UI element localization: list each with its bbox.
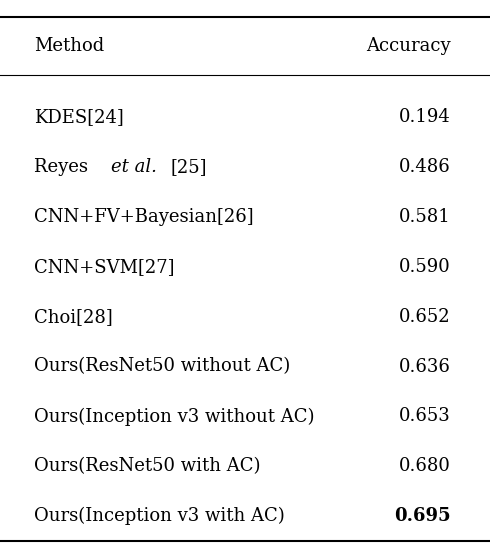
Text: et al.: et al. <box>111 158 157 176</box>
Text: 0.652: 0.652 <box>399 307 451 326</box>
Text: Method: Method <box>34 37 104 55</box>
Text: 0.590: 0.590 <box>399 258 451 276</box>
Text: 0.486: 0.486 <box>399 158 451 176</box>
Text: Reyes: Reyes <box>34 158 94 176</box>
Text: 0.653: 0.653 <box>399 407 451 426</box>
Text: Choi[28]: Choi[28] <box>34 307 113 326</box>
Text: Ours(Inception v3 with AC): Ours(Inception v3 with AC) <box>34 507 285 526</box>
Text: KDES[24]: KDES[24] <box>34 108 124 126</box>
Text: CNN+SVM[27]: CNN+SVM[27] <box>34 258 175 276</box>
Text: Ours(ResNet50 without AC): Ours(ResNet50 without AC) <box>34 358 291 376</box>
Text: 0.680: 0.680 <box>399 458 451 475</box>
Text: 0.695: 0.695 <box>394 507 451 525</box>
Text: CNN+FV+Bayesian[26]: CNN+FV+Bayesian[26] <box>34 208 254 226</box>
Text: 0.194: 0.194 <box>399 108 451 126</box>
Text: Accuracy: Accuracy <box>366 37 451 55</box>
Text: Ours(Inception v3 without AC): Ours(Inception v3 without AC) <box>34 407 315 426</box>
Text: 0.636: 0.636 <box>399 358 451 376</box>
Text: [25]: [25] <box>171 158 207 176</box>
Text: 0.581: 0.581 <box>399 208 451 226</box>
Text: Ours(ResNet50 with AC): Ours(ResNet50 with AC) <box>34 458 261 475</box>
